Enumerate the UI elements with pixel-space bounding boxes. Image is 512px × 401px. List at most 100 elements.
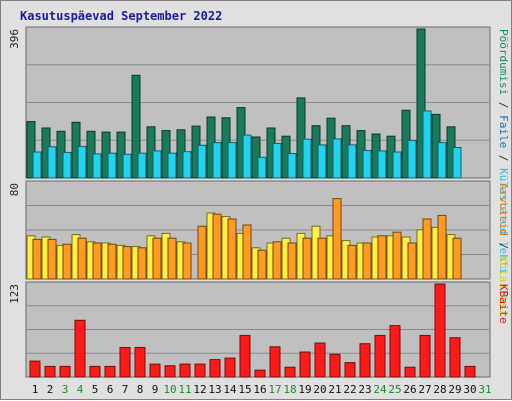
x-tick-label: 9: [152, 383, 159, 396]
x-tick-labels: 1 2 3 4 5 6 7 8 9 10 11 12 13 14 15 16 17 18 19 20 21 22 23 24 2…: [32, 383, 492, 396]
bar: [407, 139, 417, 179]
legend-text: Arvuteid: [497, 183, 510, 236]
bar: [137, 152, 147, 179]
bar: [167, 152, 177, 179]
x-tick-label: 26: [403, 383, 416, 396]
x-tick-label: 3: [62, 383, 69, 396]
legend-text: /: [497, 95, 510, 115]
x-tick-label: 22: [343, 383, 356, 396]
legend-middle: Arvuteid / Külastusi: [497, 183, 510, 315]
bar: [107, 243, 117, 280]
bar: [302, 138, 312, 179]
bar: [296, 97, 306, 179]
series-Arvuteid: [32, 198, 462, 280]
bar: [257, 156, 267, 179]
panel-bottom: 123 KBaite: [8, 281, 510, 378]
bar: [164, 365, 176, 378]
bar: [77, 145, 87, 179]
bar: [242, 134, 252, 179]
legend-text: Faile: [497, 115, 510, 148]
bar: [416, 28, 426, 179]
bar: [212, 213, 222, 280]
bar: [464, 365, 476, 378]
bar: [332, 138, 342, 179]
x-tick-label: 5: [92, 383, 99, 396]
bar: [227, 218, 237, 280]
bar: [254, 369, 266, 378]
bar: [392, 231, 402, 280]
bar: [47, 238, 57, 280]
bar: [257, 249, 267, 280]
x-tick-label: 7: [122, 383, 129, 396]
bar: [44, 365, 56, 378]
bar: [92, 242, 102, 280]
bar: [62, 151, 72, 179]
bar: [452, 147, 462, 179]
legend-text: Külastusi: [497, 256, 510, 316]
bar: [272, 241, 282, 280]
bar: [209, 359, 221, 378]
bar: [224, 357, 236, 378]
bar: [134, 347, 146, 378]
bar: [197, 144, 207, 179]
bar: [362, 150, 372, 179]
bar: [47, 146, 57, 179]
bar: [32, 238, 42, 280]
bar: [284, 366, 296, 378]
bar: [389, 325, 401, 378]
bar: [362, 242, 372, 280]
bar: [287, 153, 297, 179]
series-Pöördumisi: [26, 28, 456, 179]
chart-title: Kasutuspäevad September 2022: [20, 9, 222, 23]
x-tick-label: 11: [178, 383, 191, 396]
bar: [179, 363, 191, 378]
series-Külastusi: [26, 212, 456, 280]
bar: [404, 366, 416, 378]
x-tick-label: 14: [223, 383, 237, 396]
bar: [29, 360, 41, 378]
bar: [332, 198, 342, 280]
bar: [407, 242, 417, 280]
bar: [131, 74, 141, 179]
bar: [89, 365, 101, 378]
bar: [437, 214, 447, 280]
bar: [452, 237, 462, 280]
bar: [239, 334, 251, 378]
bar: [32, 151, 42, 179]
bar: [74, 319, 86, 378]
panels-layer: 396 Pöördumisi / Faile / Külastatud lehti…: [8, 26, 510, 378]
x-tick-label: 2: [47, 383, 54, 396]
bar: [437, 142, 447, 179]
bar: [119, 347, 131, 378]
bar: [299, 351, 311, 378]
bar: [269, 346, 281, 378]
x-tick-label: 24: [373, 383, 387, 396]
bar: [77, 237, 87, 280]
bar: [149, 363, 161, 378]
bar: [194, 363, 206, 378]
bar: [287, 242, 297, 280]
legend-text: /: [497, 236, 510, 256]
x-tick-label: 27: [418, 383, 431, 396]
legend-text: KBaite: [497, 284, 510, 324]
bar: [317, 237, 327, 280]
bar: [227, 142, 237, 179]
bar: [104, 365, 116, 378]
series-Külastatud lehti: [32, 110, 462, 179]
x-tick-label: 13: [208, 383, 221, 396]
x-tick-label: 4: [77, 383, 84, 396]
bar: [392, 151, 402, 179]
bar: [92, 153, 102, 179]
legend-bottom: KBaite: [497, 284, 510, 324]
x-tick-label: 16: [253, 383, 266, 396]
x-tick-label: 12: [193, 383, 206, 396]
x-tick-label: 20: [313, 383, 326, 396]
legend-text: /: [497, 148, 510, 168]
panel-top: 396 Pöördumisi / Faile / Külastatud lehti: [8, 26, 510, 274]
y-max-label-top: 396: [8, 29, 21, 49]
bar: [122, 246, 132, 280]
bar: [302, 237, 312, 280]
bar: [449, 337, 461, 378]
bar: [377, 150, 387, 179]
